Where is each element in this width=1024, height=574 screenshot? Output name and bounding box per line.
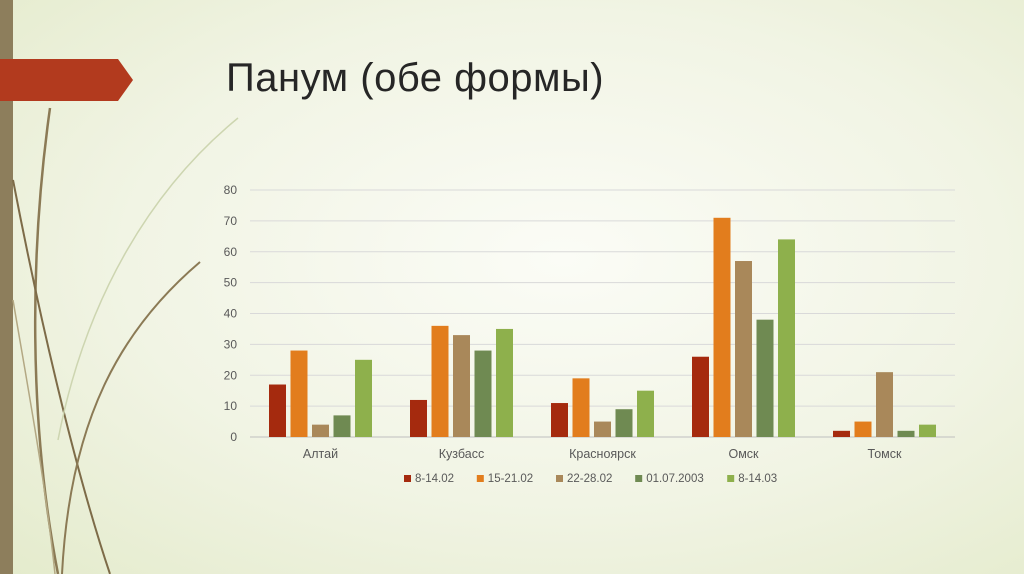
y-tick-label: 60	[224, 245, 238, 259]
bar	[572, 378, 590, 437]
bar	[876, 372, 893, 437]
bar	[333, 415, 351, 437]
x-category-label: Красноярск	[569, 447, 636, 461]
legend-label: 22-28.02	[567, 473, 612, 485]
bar	[496, 328, 513, 437]
bar	[854, 421, 872, 437]
chart-bars	[269, 217, 936, 437]
x-category-label: Томск	[868, 447, 902, 461]
bar	[551, 403, 568, 437]
y-tick-label: 20	[224, 368, 238, 382]
bar	[410, 399, 427, 437]
bar	[735, 261, 752, 437]
bar	[453, 335, 470, 437]
x-category-label: Алтай	[303, 447, 338, 461]
decorative-grass-lines	[12, 107, 239, 574]
bar	[692, 356, 709, 437]
title-accent-tab	[0, 59, 133, 101]
bar	[756, 319, 774, 437]
y-tick-label: 50	[224, 276, 238, 290]
legend-label: 8-14.02	[415, 473, 454, 485]
bar	[594, 421, 611, 437]
x-category-label: Омск	[728, 447, 759, 461]
x-category-label: Кузбасс	[439, 447, 484, 461]
bar	[713, 217, 731, 437]
bar	[269, 384, 286, 437]
y-tick-label: 80	[224, 183, 238, 197]
y-tick-label: 10	[224, 399, 238, 413]
slide-title: Панум (обе формы)	[226, 56, 605, 100]
bar	[312, 424, 329, 437]
bar	[474, 350, 492, 437]
bar	[919, 424, 936, 437]
bar	[615, 409, 633, 437]
bar	[290, 350, 308, 437]
legend-swatch	[635, 475, 643, 482]
y-tick-label: 30	[224, 337, 238, 351]
legend-label: 01.07.2003	[646, 473, 704, 485]
legend-label: 8-14.03	[738, 473, 777, 485]
x-axis-categories: Алтай Кузбасс Красноярск Омск Томск	[303, 447, 902, 461]
y-tick-label: 70	[224, 214, 238, 228]
legend-label: 15-21.02	[488, 473, 533, 485]
y-tick-label: 0	[230, 430, 237, 444]
y-tick-label: 40	[224, 307, 238, 321]
bar	[778, 239, 795, 437]
legend-swatch	[476, 475, 484, 482]
bar	[355, 359, 372, 437]
y-axis-ticks: 0 10 20 30 40 50 60 70 80	[224, 183, 238, 444]
legend-swatch	[727, 475, 735, 482]
left-sidebar-bar	[0, 0, 13, 574]
legend-swatch	[556, 475, 563, 482]
bar	[897, 430, 915, 437]
bar	[833, 430, 850, 437]
bar	[637, 390, 654, 437]
bar	[431, 325, 449, 437]
legend-swatch	[404, 475, 411, 482]
chart-legend: 8-14.02 15-21.02 22-28.02 01.07.2003 8-14.03	[404, 473, 777, 485]
